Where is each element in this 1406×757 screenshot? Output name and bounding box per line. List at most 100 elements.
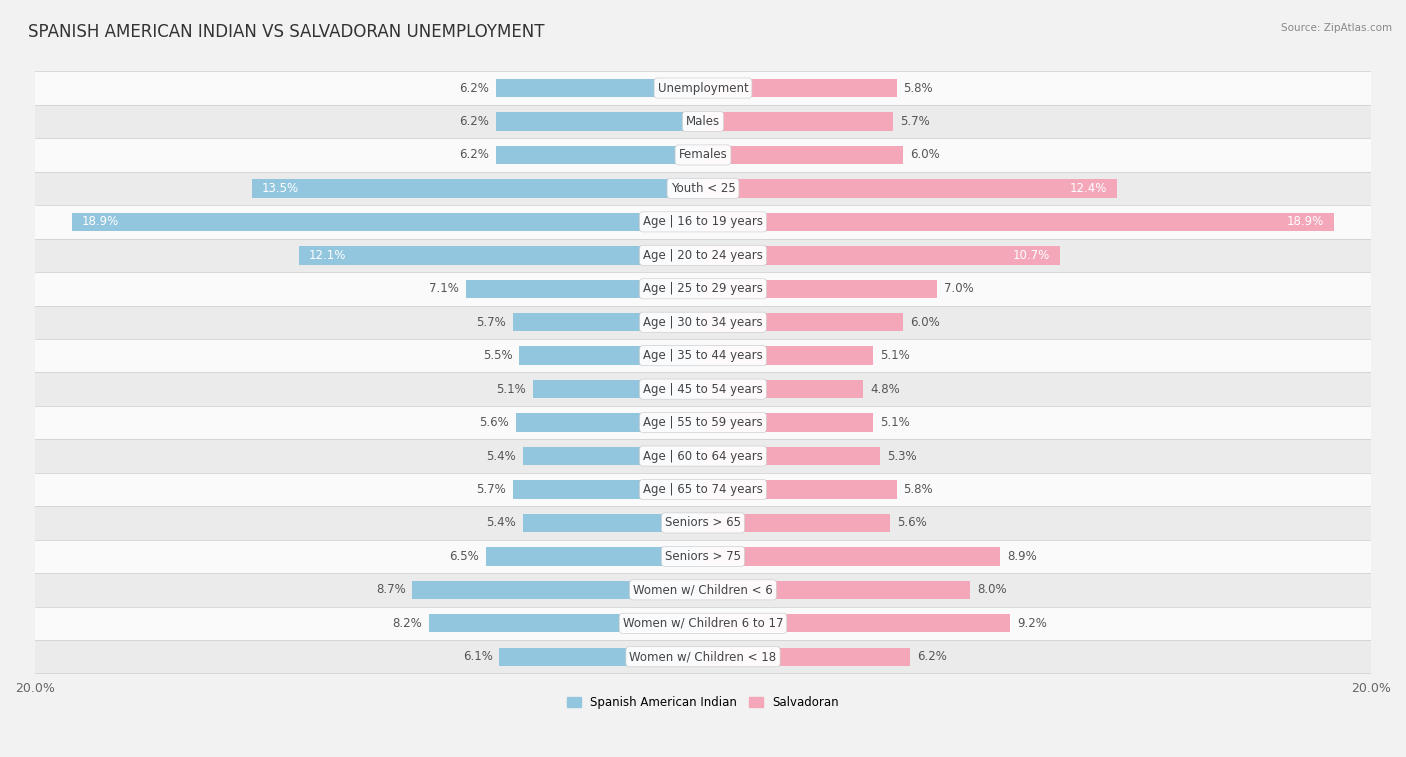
Bar [252,179,703,198]
Text: 6.0%: 6.0% [910,316,939,329]
Text: 6.2%: 6.2% [460,115,489,128]
Bar [703,614,1011,633]
Text: Women w/ Children < 6: Women w/ Children < 6 [633,584,773,597]
Bar [523,514,703,532]
Text: Females: Females [679,148,727,161]
Bar [703,246,1060,264]
Text: Age | 16 to 19 years: Age | 16 to 19 years [643,216,763,229]
Text: 4.8%: 4.8% [870,382,900,396]
Bar [703,112,893,131]
Bar [703,480,897,499]
Text: 6.0%: 6.0% [910,148,939,161]
Text: 5.3%: 5.3% [887,450,917,463]
Bar [703,213,1334,231]
Text: 5.5%: 5.5% [484,349,513,362]
Bar [35,640,1371,674]
Bar [35,306,1371,339]
Bar [35,104,1371,139]
Bar [72,213,703,231]
Bar [519,347,703,365]
Text: Age | 45 to 54 years: Age | 45 to 54 years [643,382,763,396]
Text: Women w/ Children < 18: Women w/ Children < 18 [630,650,776,663]
Bar [499,647,703,666]
Text: Age | 55 to 59 years: Age | 55 to 59 years [643,416,763,429]
Bar [35,540,1371,573]
Text: Age | 65 to 74 years: Age | 65 to 74 years [643,483,763,496]
Bar [703,146,904,164]
Bar [35,439,1371,473]
Legend: Spanish American Indian, Salvadoran: Spanish American Indian, Salvadoran [562,691,844,714]
Text: 8.9%: 8.9% [1007,550,1036,563]
Text: 6.2%: 6.2% [460,148,489,161]
Text: 5.7%: 5.7% [477,316,506,329]
Bar [35,172,1371,205]
Bar [299,246,703,264]
Text: 8.2%: 8.2% [392,617,422,630]
Text: 9.2%: 9.2% [1017,617,1047,630]
Bar [703,447,880,466]
Text: 7.1%: 7.1% [429,282,460,295]
Text: 5.1%: 5.1% [880,416,910,429]
Bar [35,139,1371,172]
Bar [35,238,1371,272]
Text: Males: Males [686,115,720,128]
Bar [703,79,897,97]
Text: Youth < 25: Youth < 25 [671,182,735,195]
Bar [703,647,910,666]
Text: 5.6%: 5.6% [897,516,927,529]
Bar [703,347,873,365]
Text: 6.1%: 6.1% [463,650,492,663]
Text: 5.1%: 5.1% [496,382,526,396]
Text: Age | 35 to 44 years: Age | 35 to 44 years [643,349,763,362]
Text: Women w/ Children 6 to 17: Women w/ Children 6 to 17 [623,617,783,630]
Bar [703,179,1118,198]
Text: 8.7%: 8.7% [375,584,406,597]
Bar [412,581,703,599]
Text: 12.1%: 12.1% [309,249,346,262]
Bar [703,380,863,398]
Text: 7.0%: 7.0% [943,282,973,295]
Text: 5.6%: 5.6% [479,416,509,429]
Text: 13.5%: 13.5% [262,182,299,195]
Text: Age | 25 to 29 years: Age | 25 to 29 years [643,282,763,295]
Bar [35,473,1371,506]
Text: Age | 60 to 64 years: Age | 60 to 64 years [643,450,763,463]
Text: Age | 30 to 34 years: Age | 30 to 34 years [643,316,763,329]
Bar [703,413,873,431]
Bar [703,279,936,298]
Bar [523,447,703,466]
Bar [35,606,1371,640]
Text: Unemployment: Unemployment [658,82,748,95]
Text: 8.0%: 8.0% [977,584,1007,597]
Bar [496,79,703,97]
Text: 12.4%: 12.4% [1070,182,1107,195]
Text: 5.4%: 5.4% [486,450,516,463]
Text: 5.7%: 5.7% [900,115,929,128]
Text: Seniors > 65: Seniors > 65 [665,516,741,529]
Bar [516,413,703,431]
Bar [703,514,890,532]
Text: Source: ZipAtlas.com: Source: ZipAtlas.com [1281,23,1392,33]
Bar [35,406,1371,439]
Bar [35,573,1371,606]
Bar [35,205,1371,238]
Bar [513,480,703,499]
Text: 6.5%: 6.5% [450,550,479,563]
Bar [35,71,1371,104]
Text: 18.9%: 18.9% [82,216,120,229]
Text: Seniors > 75: Seniors > 75 [665,550,741,563]
Text: 5.1%: 5.1% [880,349,910,362]
Bar [429,614,703,633]
Text: 5.8%: 5.8% [904,82,934,95]
Bar [465,279,703,298]
Bar [496,146,703,164]
Text: 18.9%: 18.9% [1286,216,1324,229]
Text: 6.2%: 6.2% [460,82,489,95]
Text: 5.4%: 5.4% [486,516,516,529]
Bar [35,506,1371,540]
Bar [35,372,1371,406]
Bar [486,547,703,565]
Text: SPANISH AMERICAN INDIAN VS SALVADORAN UNEMPLOYMENT: SPANISH AMERICAN INDIAN VS SALVADORAN UN… [28,23,544,41]
Text: 10.7%: 10.7% [1014,249,1050,262]
Bar [513,313,703,332]
